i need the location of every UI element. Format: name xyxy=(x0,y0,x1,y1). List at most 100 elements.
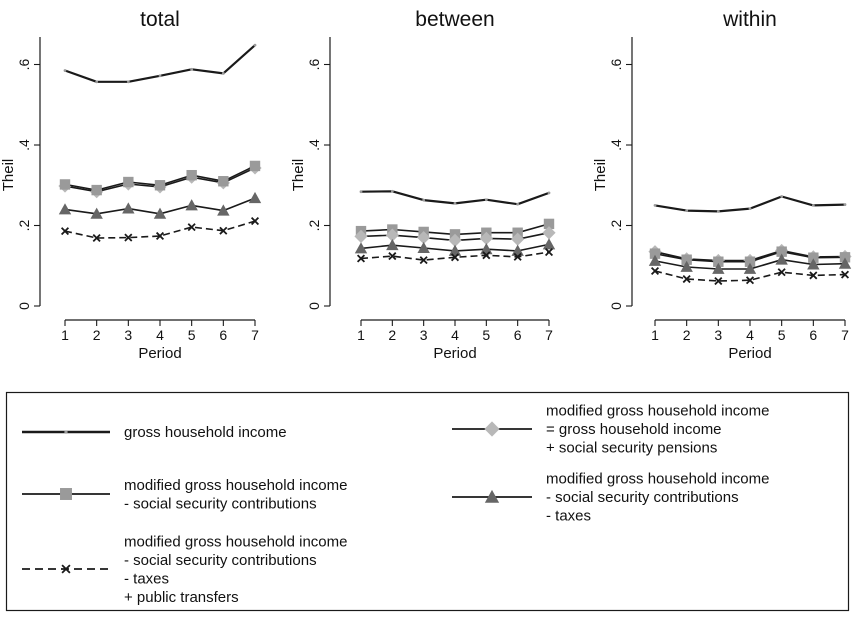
data-point xyxy=(154,180,166,191)
data-point xyxy=(450,253,460,262)
legend-item-taxes: modified gross household income- social … xyxy=(452,471,769,525)
panel-title: between xyxy=(415,8,494,31)
data-point xyxy=(682,274,691,284)
panel-total: total 0 .2 .4 .6 Theil 1 2 3 4 5 6 7 Period xyxy=(0,8,262,362)
data-point xyxy=(186,169,197,181)
x-tick-label: 3 xyxy=(420,327,428,343)
legend-marker xyxy=(64,430,68,434)
series-pensions xyxy=(58,161,262,199)
data-point xyxy=(58,203,72,215)
data-point xyxy=(713,256,724,267)
data-point xyxy=(190,67,194,71)
x-axis-label: Period xyxy=(728,345,771,362)
data-point xyxy=(480,243,493,255)
x-tick-label: 3 xyxy=(714,327,722,343)
data-point xyxy=(385,228,399,242)
data-point xyxy=(716,210,720,213)
legend-label: modified gross household income xyxy=(124,477,347,494)
data-point xyxy=(511,244,524,256)
data-point xyxy=(91,184,102,196)
data-point xyxy=(743,262,757,274)
data-point xyxy=(479,231,493,245)
data-point xyxy=(775,253,788,265)
x-tick-label: 4 xyxy=(746,327,754,343)
x-tick-label: 1 xyxy=(61,327,69,343)
data-point xyxy=(218,176,229,187)
data-point xyxy=(123,176,134,188)
x-axis-label: Period xyxy=(433,345,476,362)
data-point xyxy=(808,252,819,263)
y-axis-label: Theil xyxy=(592,159,609,192)
data-point xyxy=(777,268,786,277)
data-point xyxy=(217,204,230,216)
y-tick-label: .6 xyxy=(608,58,624,70)
legend-label: - social security contributions xyxy=(124,552,317,569)
data-point xyxy=(221,71,225,75)
data-point xyxy=(484,198,488,202)
y-tick-label: .2 xyxy=(16,219,32,231)
data-point xyxy=(513,252,522,261)
x-tick-label: 3 xyxy=(124,327,132,343)
x-tick-label: 2 xyxy=(388,327,396,343)
data-point xyxy=(649,248,661,259)
series-gross xyxy=(653,195,847,213)
legend-label: modified gross household income xyxy=(546,403,769,420)
data-point xyxy=(92,233,101,243)
data-point xyxy=(653,203,657,207)
y-tick-label: .4 xyxy=(306,139,322,151)
data-point xyxy=(543,218,555,230)
data-point xyxy=(185,199,198,211)
legend-box xyxy=(5,391,850,612)
x-tick-label: 2 xyxy=(93,327,101,343)
legend-label: = gross household income xyxy=(546,421,722,438)
legend-label: - taxes xyxy=(124,570,169,587)
data-point xyxy=(63,69,67,72)
data-point xyxy=(219,226,228,235)
series-gross xyxy=(63,43,257,84)
data-point xyxy=(354,242,368,254)
data-point xyxy=(809,271,818,280)
data-point xyxy=(90,207,103,219)
data-point xyxy=(680,260,693,272)
data-point xyxy=(422,198,426,202)
y-axis-label: Theil xyxy=(290,159,307,192)
data-point xyxy=(648,254,662,266)
data-point xyxy=(776,246,787,257)
legend-label: modified gross household income xyxy=(546,471,769,488)
data-point xyxy=(390,189,394,193)
data-point xyxy=(843,203,847,206)
series-transfers xyxy=(60,217,260,243)
data-point xyxy=(419,256,428,265)
y-tick-label: .2 xyxy=(306,219,322,231)
panel-title: total xyxy=(140,8,180,31)
x-tick-label: 6 xyxy=(219,327,227,343)
x-tick-label: 7 xyxy=(251,327,259,343)
data-point xyxy=(811,203,815,207)
x-tick-label: 5 xyxy=(188,327,196,343)
data-point xyxy=(745,276,755,285)
legend-item-pensions: modified gross household income= gross h… xyxy=(452,403,769,457)
data-point xyxy=(544,248,554,257)
data-point xyxy=(840,270,850,279)
data-point xyxy=(60,227,70,236)
data-point xyxy=(95,80,99,84)
y-tick-label: .4 xyxy=(608,139,624,151)
data-point xyxy=(839,252,851,263)
data-point xyxy=(744,256,756,267)
y-axis-label: Theil xyxy=(0,159,17,192)
data-point xyxy=(542,226,556,240)
x-tick-label: 6 xyxy=(514,327,522,343)
data-point xyxy=(124,233,133,242)
data-point xyxy=(158,74,162,78)
data-point xyxy=(685,209,689,213)
x-tick-label: 2 xyxy=(683,327,691,343)
legend: gross household income modified gross hou… xyxy=(5,391,850,612)
data-point xyxy=(59,179,71,190)
data-point xyxy=(359,190,363,194)
data-point xyxy=(650,266,660,276)
legend-label: modified gross household income xyxy=(124,533,347,550)
series-taxes xyxy=(648,253,852,274)
data-point xyxy=(448,244,462,256)
series-pensions xyxy=(354,226,556,247)
legend-label: - social security contributions xyxy=(124,495,317,512)
